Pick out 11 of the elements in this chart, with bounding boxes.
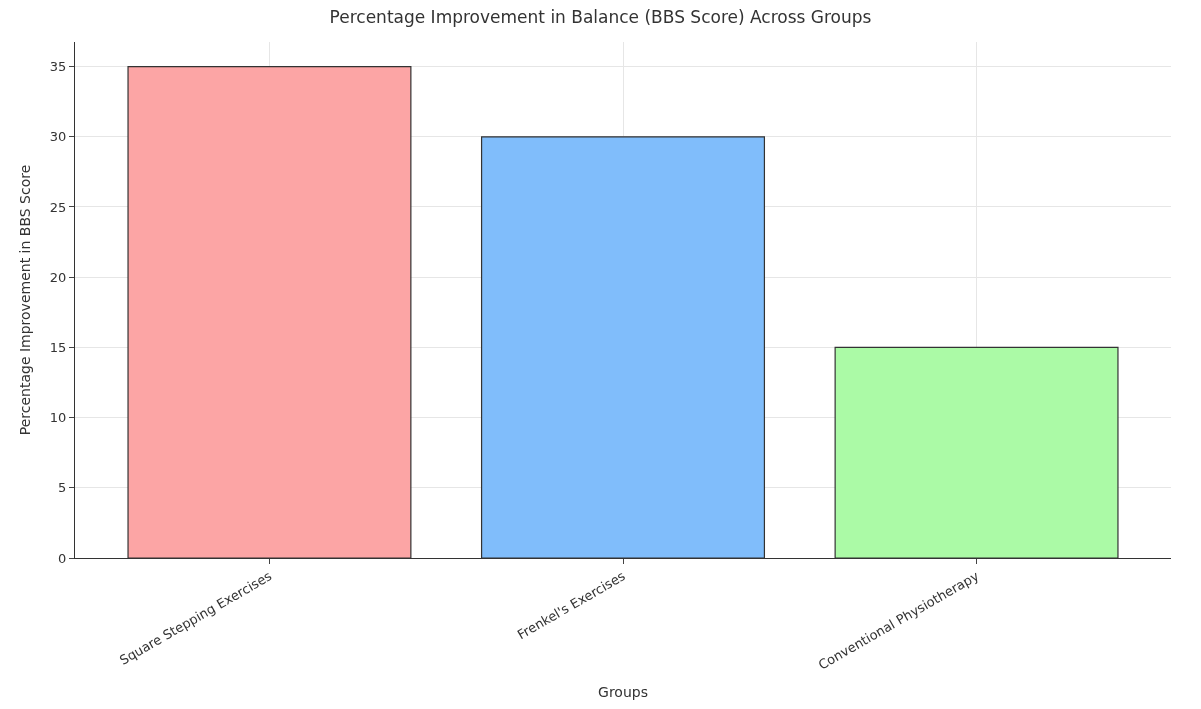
y-tick-label: 25 xyxy=(49,199,67,215)
y-tick-label: 0 xyxy=(58,550,67,566)
y-tick-label: 15 xyxy=(49,339,67,355)
y-tick-label: 30 xyxy=(49,129,67,145)
chart-title: Percentage Improvement in Balance (BBS Score) Across Groups xyxy=(329,6,872,27)
y-tick-label: 5 xyxy=(58,480,67,496)
y-tick-label: 10 xyxy=(49,410,67,426)
y-tick-label: 35 xyxy=(49,59,67,75)
y-tick-label: 20 xyxy=(49,269,67,285)
y-axis-title: Percentage Improvement in BBS Score xyxy=(17,164,34,436)
x-axis-title: Groups xyxy=(598,683,648,700)
